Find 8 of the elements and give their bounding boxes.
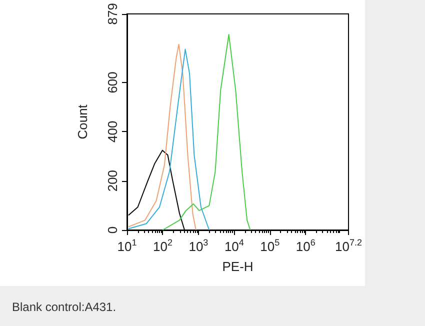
y-tick-label: 400 bbox=[105, 120, 120, 142]
y-tick-label: 879 bbox=[105, 2, 120, 25]
y-tick-label: 0 bbox=[105, 226, 120, 234]
text: Blank control:A431. bbox=[12, 300, 116, 314]
x-axis-title: PE-H bbox=[222, 259, 254, 274]
y-axis-title: Count bbox=[75, 104, 90, 140]
y-tick-label: 600 bbox=[105, 72, 120, 94]
y-tick-label: 200 bbox=[105, 170, 120, 192]
